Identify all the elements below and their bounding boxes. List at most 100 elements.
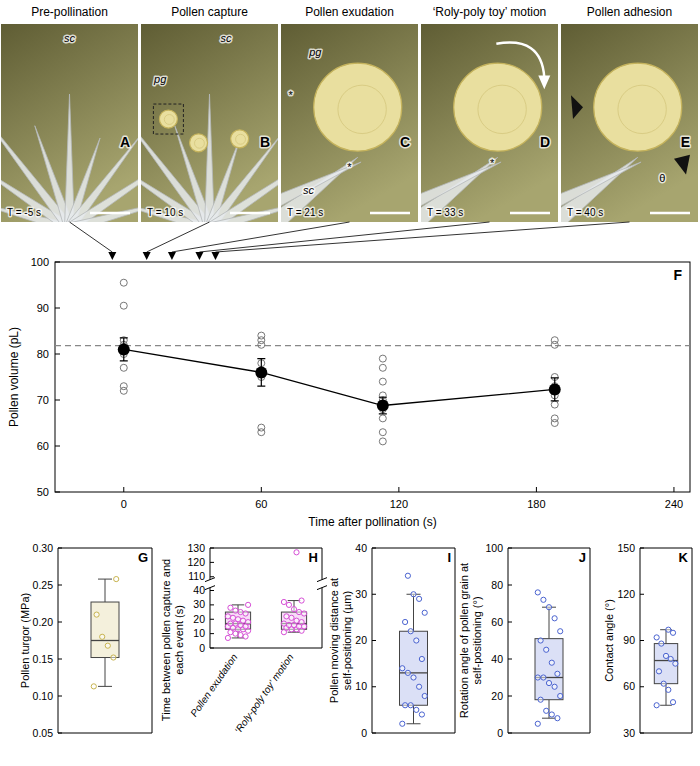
- data-point: [541, 597, 546, 602]
- data-point: [379, 415, 386, 422]
- reference-line: [55, 345, 690, 346]
- axis-line: [152, 548, 153, 733]
- data-point: [663, 653, 668, 658]
- axis-line: [210, 548, 322, 549]
- x-tick: [536, 487, 537, 492]
- data-point: [558, 629, 563, 634]
- photo-label: θ: [659, 172, 665, 184]
- panel-letter: B: [260, 134, 270, 150]
- axis-break: [317, 586, 327, 590]
- data-point: [666, 687, 671, 692]
- y-tick: [508, 659, 512, 660]
- data-point: [538, 638, 543, 643]
- scale-bar: [90, 212, 130, 215]
- y-tick: [58, 696, 62, 697]
- data-point: [114, 576, 119, 581]
- data-point: [258, 341, 265, 348]
- tick-label: 0.15: [33, 653, 54, 665]
- y-tick: [508, 622, 512, 623]
- time-label: T = 21 s: [287, 207, 323, 218]
- panel-letter: I: [447, 550, 451, 565]
- y-tick: [58, 585, 62, 586]
- photo: [421, 24, 558, 222]
- x-tick: [261, 487, 262, 492]
- whisker-cap: [98, 579, 112, 580]
- whisker: [549, 607, 550, 638]
- data-point: [120, 279, 127, 286]
- data-point: [238, 632, 243, 637]
- panel-title: ‘Roly-poly toy’ motion: [433, 5, 547, 19]
- axis-line: [210, 548, 211, 580]
- axis-line: [455, 548, 456, 733]
- pollen-aperture: [194, 138, 204, 148]
- arrowhead: [571, 95, 583, 119]
- tick-label: 120: [187, 556, 205, 568]
- photo-panel: ET = 40 sθ: [549, 24, 698, 229]
- pollen-grain: [594, 63, 682, 151]
- axis-line: [58, 733, 152, 734]
- pollen-grain: [190, 134, 208, 152]
- photo-label: pg: [308, 46, 322, 58]
- time-label: T = -5 s: [7, 207, 41, 218]
- tick-label: 30: [193, 598, 205, 610]
- axis-line: [508, 733, 590, 734]
- data-point: [551, 341, 558, 348]
- scale-bar: [510, 212, 550, 215]
- photo-label: *: [490, 157, 495, 169]
- data-point: [238, 609, 243, 614]
- tick-label: 60: [255, 498, 267, 510]
- tick-label: 0.25: [33, 579, 54, 591]
- data-point: [245, 602, 250, 607]
- data-point: [408, 703, 413, 708]
- axis-title: self-positioning (°): [471, 596, 483, 684]
- axis-line: [640, 548, 692, 549]
- scale-bar: [230, 212, 270, 215]
- whisker-cap: [288, 632, 301, 633]
- pollen-grain: [159, 110, 177, 128]
- plot-data: [55, 279, 690, 445]
- axis-line: [508, 548, 509, 733]
- data-point: [544, 647, 549, 652]
- tick-label: 80: [37, 348, 49, 360]
- data-point: [659, 641, 664, 646]
- photo-label: sc: [303, 184, 315, 196]
- panel-letter: J: [579, 550, 586, 565]
- tick-label: 60: [491, 616, 503, 628]
- y-tick: [58, 622, 62, 623]
- data-point: [235, 617, 240, 622]
- data-point: [230, 615, 235, 620]
- tick-label: 60: [37, 440, 49, 452]
- photo-panel: CT = 21 spgsc**: [269, 24, 418, 229]
- data-point: [281, 599, 286, 604]
- data-point: [422, 610, 427, 615]
- median: [91, 640, 119, 641]
- data-point: [289, 615, 294, 620]
- axis-line: [372, 548, 455, 549]
- data-point: [656, 669, 661, 674]
- data-point: [240, 618, 245, 623]
- zoom-box: [153, 104, 183, 134]
- tick-label: 120: [617, 588, 635, 600]
- y-tick: [210, 590, 214, 591]
- stigma-hair: [65, 94, 75, 222]
- panel-title: Pollen capture: [171, 5, 248, 19]
- figure: AT = -5 sscPre-pollinationBT = 10 sscpgP…: [0, 0, 700, 766]
- plot-data: [654, 627, 678, 708]
- panel-letter: C: [400, 134, 410, 150]
- tick-label: 110: [188, 570, 205, 582]
- data-point: [405, 670, 410, 675]
- data-point: [94, 612, 99, 617]
- photo-label: sc: [220, 32, 232, 44]
- y-tick: [210, 548, 214, 549]
- pollen-aperture: [164, 115, 174, 125]
- tick-label: 150: [617, 542, 635, 554]
- x-tick: [123, 487, 124, 492]
- y-tick: [210, 562, 214, 563]
- data-point: [403, 703, 408, 708]
- tick-label: 0.20: [33, 616, 54, 628]
- time-label: T = 40 s: [567, 207, 603, 218]
- data-point: [284, 614, 289, 619]
- y-tick: [55, 446, 60, 447]
- photo-label: pg: [153, 73, 167, 85]
- data-point: [414, 638, 419, 643]
